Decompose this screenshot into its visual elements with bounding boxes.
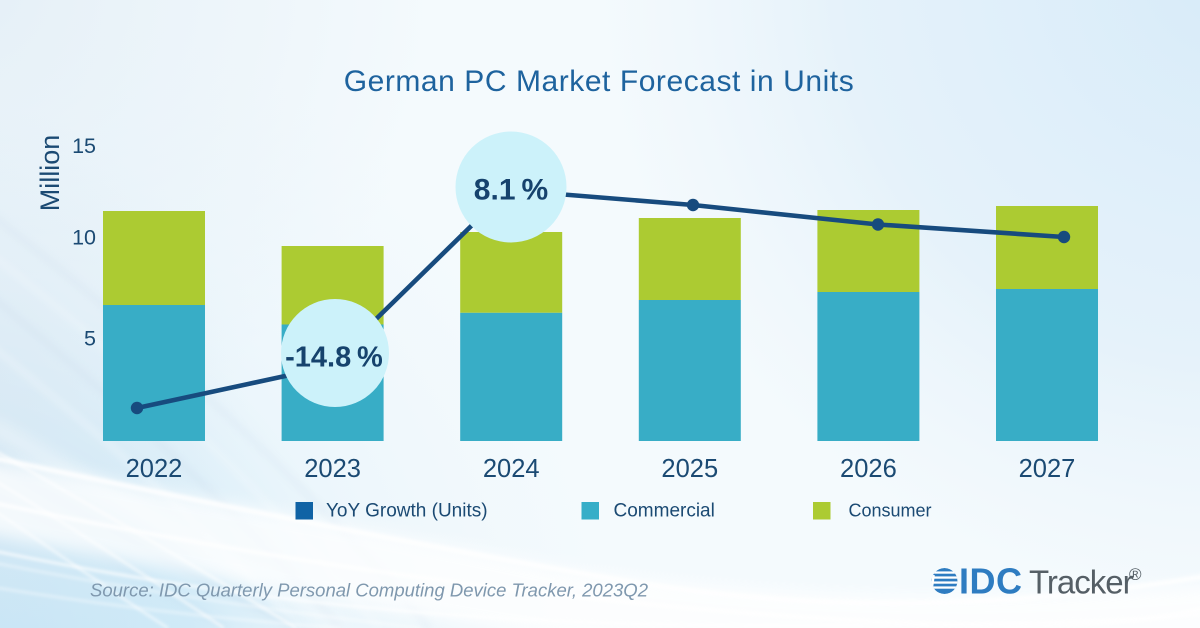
svg-text:8.1 %: 8.1 % [474,174,548,207]
svg-text:Million: Million [35,135,65,212]
svg-text:Consumer: Consumer [849,501,932,521]
svg-text:2026: 2026 [840,455,897,483]
svg-text:IDC: IDC [959,561,1023,602]
svg-text:YoY Growth (Units): YoY Growth (Units) [326,501,488,522]
svg-text:2023: 2023 [304,455,361,483]
svg-text:®: ® [1129,565,1142,584]
svg-text:15: 15 [72,134,96,158]
svg-text:-14.8 %: -14.8 % [285,342,383,374]
svg-text:2025: 2025 [661,455,718,483]
svg-text:Commercial: Commercial [614,501,715,522]
svg-text:10: 10 [72,225,96,249]
svg-text:German PC Market Forecast in U: German PC Market Forecast in Units [344,65,855,98]
svg-text:Tracker: Tracker [1029,564,1134,601]
svg-text:2022: 2022 [126,455,183,483]
svg-text:2024: 2024 [483,455,540,483]
svg-text:Source: IDC Quarterly Personal: Source: IDC Quarterly Personal Computing… [90,580,649,601]
svg-text:5: 5 [84,327,96,351]
svg-text:2027: 2027 [1019,455,1076,483]
